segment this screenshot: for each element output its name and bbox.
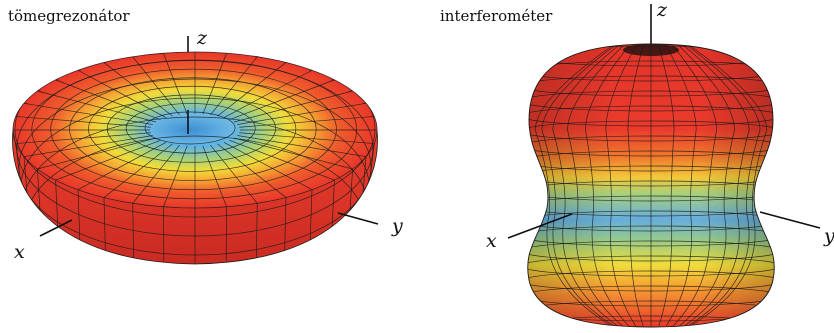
- torus-surface: [12, 51, 378, 265]
- torus-mesh-meridian: [37, 90, 157, 123]
- y-axis-line-peanut: [759, 211, 821, 229]
- torus-mesh-ring: [88, 85, 297, 172]
- torus-mesh-meridian: [233, 137, 353, 220]
- torus-mesh-meridian: [162, 52, 188, 115]
- torus-mesh-meridian: [217, 62, 288, 117]
- torus-mesh-meridian: [23, 135, 153, 198]
- torus-mesh-meridian: [103, 143, 173, 264]
- panel-torus: tömegrezonátor z x y: [8, 7, 403, 265]
- torus-mesh-meridian: [239, 132, 375, 175]
- torus-mesh-meridian: [239, 116, 375, 128]
- torus-mesh-meridian: [223, 141, 313, 256]
- y-axis-label-peanut: y: [823, 225, 834, 247]
- torus-mesh-meridian: [163, 145, 188, 264]
- peanut-surface: [527, 43, 775, 328]
- torus-mesh-meridian: [15, 116, 151, 128]
- torus-mesh-meridian: [202, 52, 228, 115]
- peanut-mesh-meridian: [687, 45, 761, 327]
- torus-mesh-meridian: [12, 129, 150, 151]
- peanut-mesh-meridian: [534, 45, 612, 327]
- torus-mesh-meridian: [132, 144, 180, 264]
- peanut-mesh-meridian: [541, 45, 615, 327]
- torus-mesh-meridian: [37, 137, 157, 220]
- y-axis-label-torus: y: [391, 215, 403, 237]
- peanut-mesh-meridian: [679, 45, 735, 327]
- torus-mesh-ring: [106, 94, 276, 163]
- peanut-mesh-meridian: [605, 45, 636, 327]
- peanut-mesh-meridian: [585, 45, 630, 327]
- torus-mesh-ring: [125, 103, 256, 154]
- peanut-mesh-meridian: [658, 45, 675, 327]
- torus-mesh-ring: [50, 68, 337, 191]
- torus-mesh-meridian: [55, 139, 161, 239]
- peanut-mesh-meridian: [552, 45, 618, 327]
- peanut-mesh-meridian: [690, 45, 768, 327]
- torus-mesh-meridian: [210, 144, 258, 264]
- peanut-mesh-meridian: [666, 45, 697, 327]
- peanut-mesh-meridian: [672, 45, 717, 327]
- torus-mesh-ring: [144, 111, 236, 145]
- peanut-mesh-meridian: [627, 45, 644, 327]
- torus-mesh-meridian: [202, 145, 227, 264]
- peanut-mesh-meridian: [684, 45, 750, 327]
- peanut-mesh-meridian: [567, 45, 623, 327]
- torus-mesh-meridian: [210, 56, 258, 116]
- torus-mesh-meridian: [132, 56, 180, 116]
- torus-mesh-meridian: [102, 62, 173, 117]
- torus-mesh-meridian: [229, 79, 335, 121]
- torus-mesh-meridian: [223, 69, 313, 119]
- torus-mesh-meridian: [55, 79, 161, 121]
- x-axis-label-peanut: x: [486, 230, 497, 252]
- torus-mesh-ring: [69, 77, 317, 181]
- torus-mesh-meridian: [77, 141, 167, 256]
- panel-title-torus: tömegrezonátor: [8, 7, 130, 25]
- panel-peanut: interferométer z x y: [440, 0, 834, 328]
- torus-mesh-meridian: [77, 69, 167, 119]
- x-axis-line-torus: [39, 219, 73, 237]
- z-axis-label-peanut: z: [656, 0, 668, 21]
- torus-hole: [145, 112, 235, 144]
- x-axis-line-peanut: [507, 213, 573, 239]
- torus-mesh-meridian: [237, 135, 367, 198]
- torus-mesh-meridian: [217, 143, 287, 264]
- y-axis-line-torus: [337, 212, 379, 225]
- z-axis-label-torus: z: [196, 27, 208, 49]
- panel-title-peanut: interferométer: [440, 7, 553, 25]
- x-axis-label-torus: x: [14, 241, 25, 263]
- torus-mesh-meridian: [229, 139, 335, 239]
